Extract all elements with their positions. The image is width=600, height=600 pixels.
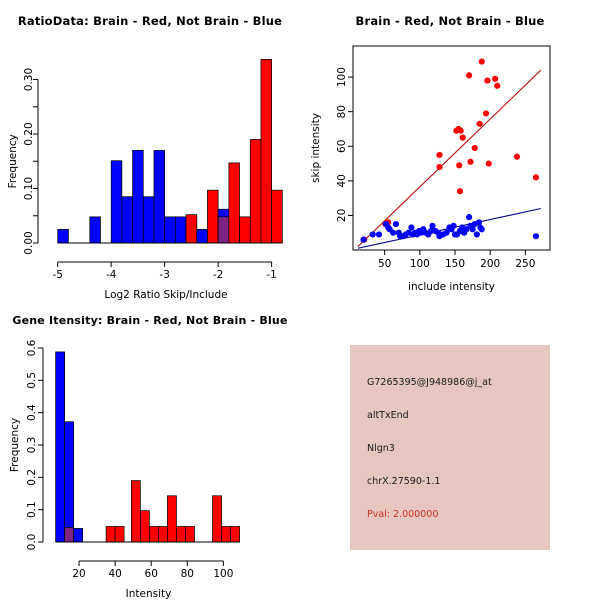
svg-text:100: 100	[336, 67, 348, 87]
svg-text:-4: -4	[106, 269, 117, 281]
svg-text:include intensity: include intensity	[408, 281, 495, 293]
scatter-title: Brain - Red, Not Brain - Blue	[355, 14, 545, 28]
pval-label: Pval: 2.000000	[367, 509, 439, 520]
svg-text:20: 20	[72, 568, 85, 580]
svg-text:-2: -2	[213, 269, 223, 281]
svg-text:40: 40	[108, 568, 121, 580]
svg-text:0.0: 0.0	[26, 534, 38, 551]
annotation-box: G7265395@J948986@j_at altTxEnd Nlgn3 chr…	[350, 345, 550, 550]
event-type-label: altTxEnd	[367, 410, 409, 421]
svg-text:60: 60	[145, 568, 158, 580]
svg-text:200: 200	[480, 258, 500, 270]
svg-text:80: 80	[336, 105, 348, 118]
svg-text:0.00: 0.00	[23, 231, 35, 254]
gene-histogram-title: Gene Itensity: Brain - Red, Not Brain - …	[12, 314, 288, 327]
svg-text:50: 50	[378, 258, 391, 270]
svg-text:0.4: 0.4	[26, 404, 38, 421]
probe-id-label: G7265395@J948986@j_at	[367, 377, 492, 388]
svg-text:0.10: 0.10	[23, 177, 35, 200]
panel-info: G7265395@J948986@j_at altTxEnd Nlgn3 chr…	[300, 300, 600, 600]
svg-text:20: 20	[336, 209, 348, 222]
panel-ratio-histogram: RatioData: Brain - Red, Not Brain - Blue…	[0, 0, 300, 300]
svg-text:-3: -3	[159, 269, 169, 281]
gene-symbol-label: Nlgn3	[367, 443, 395, 454]
ratio-histogram-title: RatioData: Brain - Red, Not Brain - Blue	[17, 14, 283, 28]
svg-text:Frequency: Frequency	[7, 134, 19, 188]
svg-text:Log2 Ratio Skip/Include: Log2 Ratio Skip/Include	[104, 289, 227, 300]
svg-text:0.3: 0.3	[26, 437, 38, 454]
svg-text:0.30: 0.30	[23, 68, 35, 91]
svg-text:250: 250	[515, 258, 535, 270]
svg-text:80: 80	[181, 568, 194, 580]
svg-text:100: 100	[410, 258, 430, 270]
svg-text:Intensity: Intensity	[126, 588, 172, 600]
svg-text:150: 150	[445, 258, 465, 270]
svg-text:skip intensity: skip intensity	[310, 113, 322, 183]
svg-text:0.1: 0.1	[26, 501, 38, 518]
locus-label: chrX.27590-1.1	[367, 476, 441, 487]
svg-text:0.5: 0.5	[26, 372, 38, 389]
scatter-plot: 20 40 60 80 100 skip intensity 50 100 150 200 250 i…	[310, 45, 551, 293]
svg-text:40: 40	[336, 174, 348, 187]
svg-text:100: 100	[213, 568, 233, 580]
svg-text:60: 60	[336, 140, 348, 153]
svg-text:0.20: 0.20	[23, 122, 35, 145]
svg-text:Frequency: Frequency	[9, 418, 21, 472]
svg-text:0.6: 0.6	[26, 339, 38, 356]
panel-scatter: Brain - Red, Not Brain - Blue 20 40 60 80 10…	[300, 0, 600, 300]
gene-histogram-plot: 0.0 0.1 0.2 0.3 0.4 0.5 0.6 Frequency 20 40 60 80 10…	[9, 339, 240, 600]
ratio-histogram-plot: 0.00 0.10 0.20 0.30 Frequency -5 -4 -3 -2 -1 Log2 …	[7, 59, 283, 300]
svg-text:-1: -1	[266, 269, 276, 281]
svg-text:0.2: 0.2	[26, 469, 38, 486]
panel-gene-histogram: Gene Itensity: Brain - Red, Not Brain - …	[0, 300, 300, 600]
svg-text:-5: -5	[52, 269, 62, 281]
